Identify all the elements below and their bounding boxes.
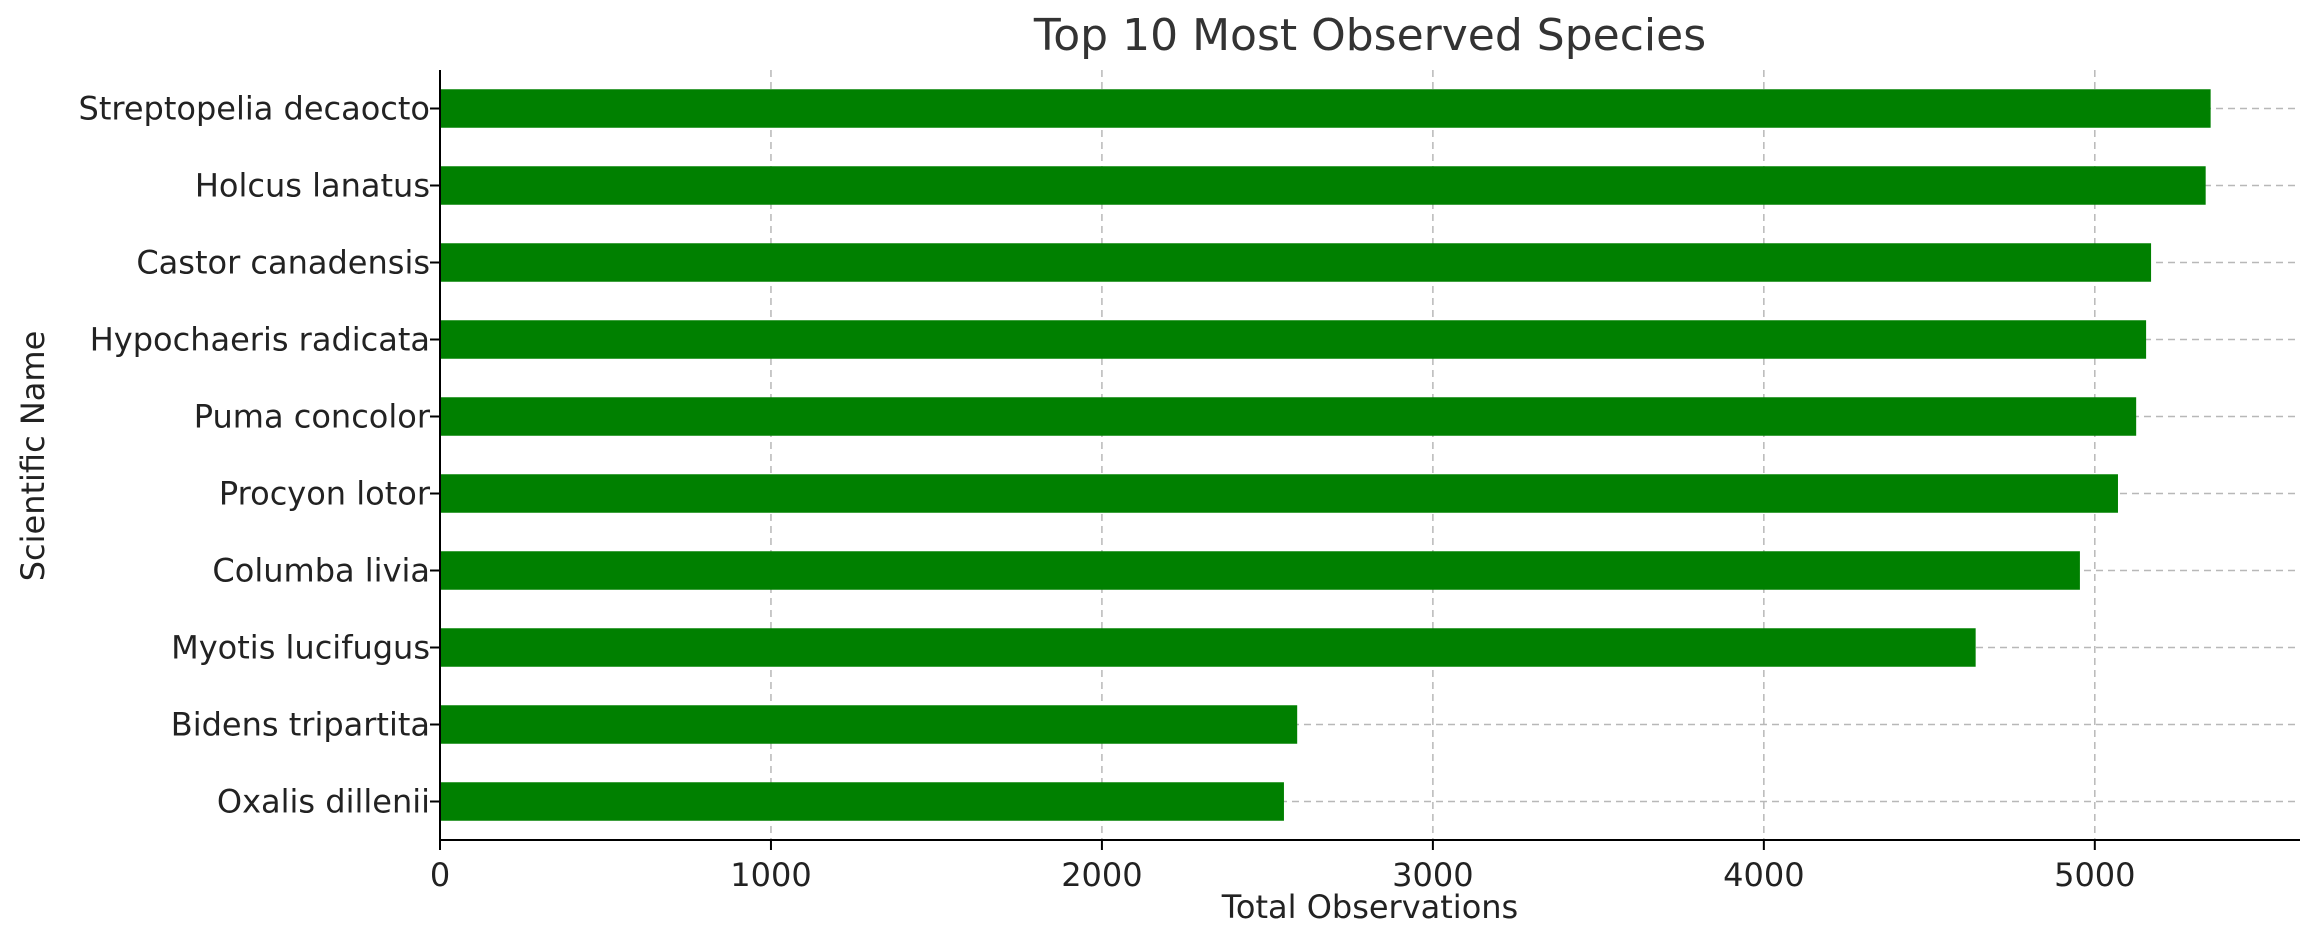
x-ticks: 0 1000 2000 3000 4000 5000 — [430, 840, 2136, 894]
bar — [440, 397, 2137, 436]
x-tick-label: 2000 — [1061, 856, 1142, 894]
y-tick-label: Hypochaeris radicata — [90, 321, 430, 359]
bars — [440, 89, 2211, 821]
y-tick-label: Myotis lucifugus — [171, 629, 430, 667]
bar — [440, 320, 2147, 359]
bar — [440, 782, 1284, 821]
y-tick-label: Procyon lotor — [219, 475, 431, 513]
y-tick-label: Bidens tripartita — [171, 706, 430, 744]
x-tick-label: 4000 — [1723, 856, 1804, 894]
bar — [440, 628, 1976, 667]
y-tick-label: Streptopelia decaocto — [79, 90, 431, 128]
x-axis-label: Total Observations — [1221, 888, 1518, 926]
bar — [440, 243, 2152, 282]
bar — [440, 474, 2118, 513]
y-tick-label: Puma concolor — [194, 398, 431, 436]
bar — [440, 551, 2080, 590]
x-tick-label: 0 — [430, 856, 450, 894]
chart-title: Top 10 Most Observed Species — [1033, 10, 1706, 61]
x-tick-label: 3000 — [1392, 856, 1473, 894]
x-tick-label: 5000 — [2054, 856, 2135, 894]
bar — [440, 705, 1298, 744]
bar — [440, 89, 2211, 128]
y-ticks: Streptopelia decaocto Holcus lanatus Casto… — [79, 90, 440, 821]
y-tick-label: Holcus lanatus — [195, 167, 430, 205]
y-tick-label: Columba livia — [212, 552, 430, 590]
x-tick-label: 1000 — [730, 856, 811, 894]
y-tick-label: Oxalis dillenii — [217, 783, 430, 821]
axes — [439, 70, 2300, 841]
bar — [440, 166, 2206, 205]
y-axis-label: Scientific Name — [14, 331, 52, 582]
y-tick-label: Castor canadensis — [136, 244, 430, 282]
